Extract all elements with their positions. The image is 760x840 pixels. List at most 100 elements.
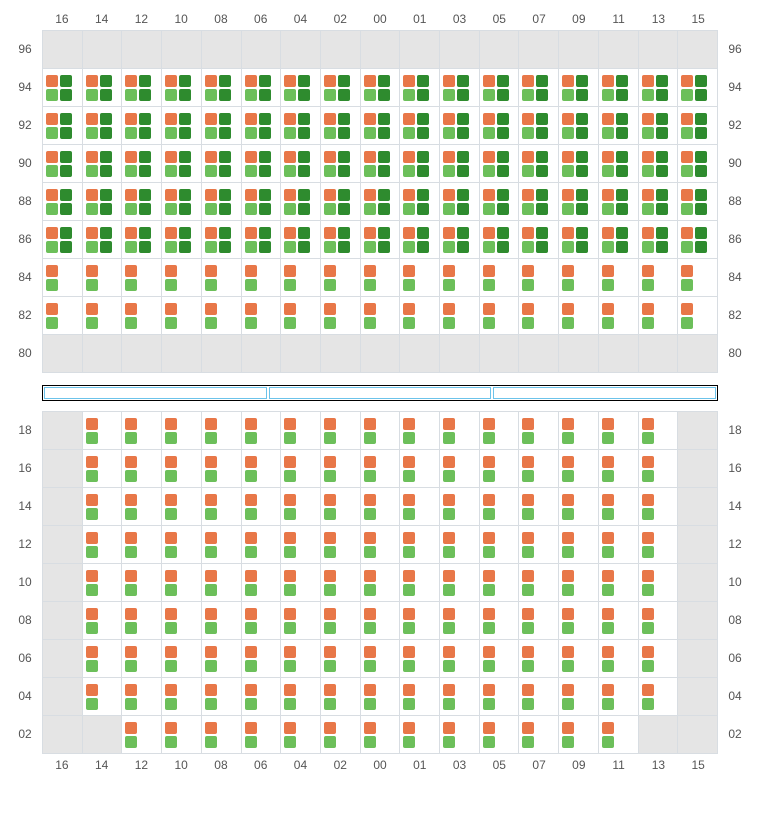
grid-cell[interactable] — [678, 564, 718, 602]
grid-cell[interactable] — [242, 564, 282, 602]
grid-cell[interactable] — [281, 602, 321, 640]
grid-cell[interactable] — [559, 602, 599, 640]
grid-cell[interactable] — [599, 602, 639, 640]
grid-cell[interactable] — [400, 450, 440, 488]
grid-cell[interactable] — [83, 221, 123, 259]
grid-cell[interactable] — [242, 488, 282, 526]
grid-cell[interactable] — [162, 297, 202, 335]
grid-cell[interactable] — [639, 221, 679, 259]
grid-cell[interactable] — [361, 602, 401, 640]
grid-cell[interactable] — [83, 107, 123, 145]
grid-cell[interactable] — [400, 602, 440, 640]
grid-cell[interactable] — [559, 640, 599, 678]
grid-cell[interactable] — [202, 335, 242, 373]
grid-cell[interactable] — [242, 450, 282, 488]
grid-cell[interactable] — [361, 69, 401, 107]
grid-cell[interactable] — [122, 602, 162, 640]
grid-cell[interactable] — [599, 145, 639, 183]
grid-cell[interactable] — [162, 564, 202, 602]
grid-cell[interactable] — [122, 221, 162, 259]
grid-cell[interactable] — [43, 259, 83, 297]
grid-cell[interactable] — [639, 69, 679, 107]
grid-cell[interactable] — [639, 678, 679, 716]
grid-cell[interactable] — [440, 488, 480, 526]
grid-cell[interactable] — [162, 602, 202, 640]
grid-cell[interactable] — [639, 183, 679, 221]
grid-cell[interactable] — [400, 183, 440, 221]
grid-cell[interactable] — [162, 335, 202, 373]
grid-cell[interactable] — [162, 145, 202, 183]
grid-cell[interactable] — [162, 31, 202, 69]
grid-cell[interactable] — [678, 488, 718, 526]
grid-cell[interactable] — [321, 412, 361, 450]
grid-cell[interactable] — [361, 107, 401, 145]
grid-cell[interactable] — [242, 145, 282, 183]
grid-cell[interactable] — [122, 183, 162, 221]
grid-cell[interactable] — [400, 716, 440, 754]
grid-cell[interactable] — [321, 145, 361, 183]
grid-cell[interactable] — [202, 716, 242, 754]
grid-cell[interactable] — [83, 412, 123, 450]
grid-cell[interactable] — [519, 450, 559, 488]
grid-cell[interactable] — [202, 412, 242, 450]
grid-cell[interactable] — [83, 450, 123, 488]
grid-cell[interactable] — [599, 221, 639, 259]
grid-cell[interactable] — [519, 564, 559, 602]
grid-cell[interactable] — [122, 412, 162, 450]
grid-cell[interactable] — [281, 716, 321, 754]
grid-cell[interactable] — [242, 259, 282, 297]
grid-cell[interactable] — [281, 69, 321, 107]
grid-cell[interactable] — [43, 526, 83, 564]
grid-cell[interactable] — [202, 221, 242, 259]
grid-cell[interactable] — [361, 297, 401, 335]
grid-cell[interactable] — [559, 145, 599, 183]
grid-cell[interactable] — [440, 716, 480, 754]
grid-cell[interactable] — [281, 145, 321, 183]
grid-cell[interactable] — [480, 602, 520, 640]
grid-cell[interactable] — [43, 69, 83, 107]
grid-cell[interactable] — [559, 221, 599, 259]
grid-cell[interactable] — [281, 297, 321, 335]
grid-cell[interactable] — [559, 183, 599, 221]
grid-cell[interactable] — [440, 450, 480, 488]
grid-cell[interactable] — [83, 564, 123, 602]
grid-cell[interactable] — [122, 107, 162, 145]
grid-cell[interactable] — [202, 297, 242, 335]
grid-cell[interactable] — [162, 259, 202, 297]
grid-cell[interactable] — [83, 297, 123, 335]
grid-cell[interactable] — [678, 31, 718, 69]
grid-cell[interactable] — [281, 107, 321, 145]
grid-cell[interactable] — [122, 297, 162, 335]
grid-cell[interactable] — [361, 564, 401, 602]
grid-cell[interactable] — [361, 183, 401, 221]
grid-cell[interactable] — [639, 145, 679, 183]
grid-cell[interactable] — [519, 107, 559, 145]
grid-cell[interactable] — [480, 297, 520, 335]
grid-cell[interactable] — [122, 716, 162, 754]
grid-cell[interactable] — [43, 107, 83, 145]
grid-cell[interactable] — [519, 69, 559, 107]
grid-cell[interactable] — [83, 259, 123, 297]
grid-cell[interactable] — [639, 335, 679, 373]
grid-cell[interactable] — [480, 716, 520, 754]
grid-cell[interactable] — [519, 488, 559, 526]
grid-cell[interactable] — [440, 335, 480, 373]
grid-cell[interactable] — [440, 564, 480, 602]
grid-cell[interactable] — [361, 488, 401, 526]
grid-cell[interactable] — [519, 640, 559, 678]
grid-cell[interactable] — [43, 412, 83, 450]
grid-cell[interactable] — [519, 145, 559, 183]
grid-cell[interactable] — [440, 526, 480, 564]
grid-cell[interactable] — [559, 488, 599, 526]
grid-cell[interactable] — [122, 31, 162, 69]
grid-cell[interactable] — [43, 31, 83, 69]
grid-cell[interactable] — [639, 716, 679, 754]
grid-cell[interactable] — [321, 297, 361, 335]
grid-cell[interactable] — [440, 297, 480, 335]
grid-cell[interactable] — [321, 640, 361, 678]
grid-cell[interactable] — [599, 183, 639, 221]
grid-cell[interactable] — [361, 221, 401, 259]
grid-cell[interactable] — [639, 450, 679, 488]
grid-cell[interactable] — [162, 488, 202, 526]
grid-cell[interactable] — [321, 564, 361, 602]
